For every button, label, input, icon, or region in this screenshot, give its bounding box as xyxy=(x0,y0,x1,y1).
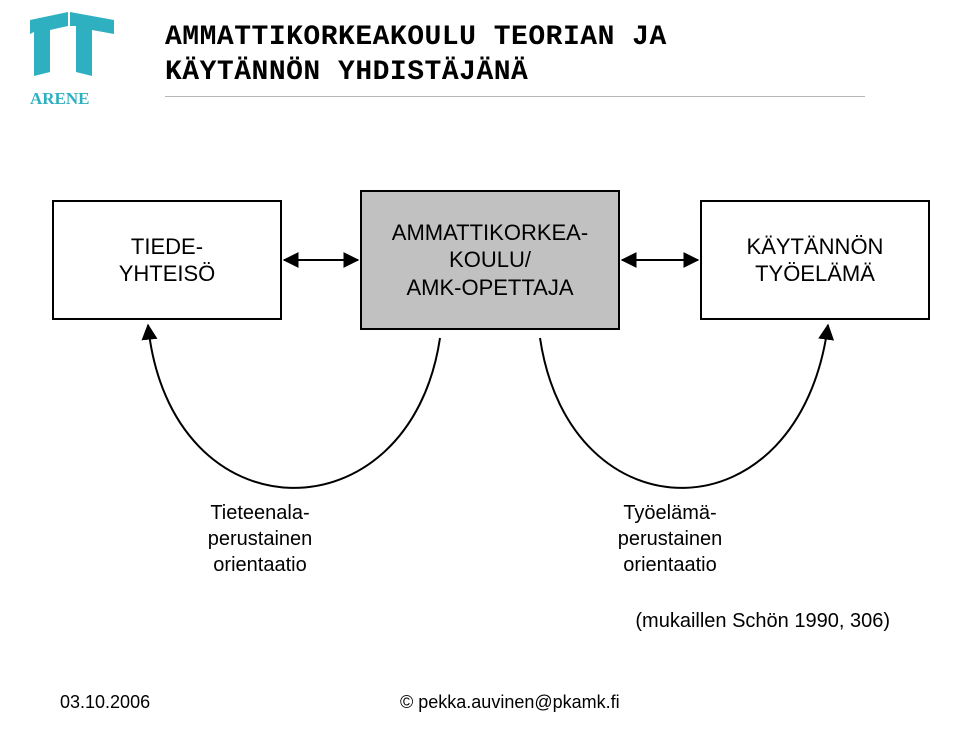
logo: ARENE xyxy=(20,12,130,112)
box-left-label: TIEDE- YHTEISÖ xyxy=(119,233,216,288)
title-line1: AMMATTIKORKEAKOULU TEORIAN JA xyxy=(165,22,667,53)
logo-label: ARENE xyxy=(30,89,90,108)
citation: (mukaillen Schön 1990, 306) xyxy=(635,610,890,633)
caption-tyoelama: Työelämä- perustainen orientaatio xyxy=(540,500,800,578)
box-right-label: KÄYTÄNNÖN TYÖELÄMÄ xyxy=(747,233,884,288)
box-ammattikorkeakoulu: AMMATTIKORKEA- KOULU/ AMK-OPETTAJA xyxy=(360,190,620,330)
title-block: AMMATTIKORKEAKOULU TEORIAN JA KÄYTÄNNÖN … xyxy=(165,20,885,97)
title-line2: KÄYTÄNNÖN YHDISTÄJÄNÄ xyxy=(165,57,528,88)
caption-tieteenala: Tieteenala- perustainen orientaatio xyxy=(130,500,390,578)
footer-credit: © pekka.auvinen@pkamk.fi xyxy=(400,692,620,713)
box-kaytannon-tyoelama: KÄYTÄNNÖN TYÖELÄMÄ xyxy=(700,200,930,320)
box-tiedeyhteiso: TIEDE- YHTEISÖ xyxy=(52,200,282,320)
footer-date: 03.10.2006 xyxy=(60,692,150,713)
title-underline xyxy=(165,96,865,97)
arc-right xyxy=(540,325,828,488)
box-mid-label: AMMATTIKORKEA- KOULU/ AMK-OPETTAJA xyxy=(392,219,588,302)
arc-left xyxy=(148,325,440,488)
